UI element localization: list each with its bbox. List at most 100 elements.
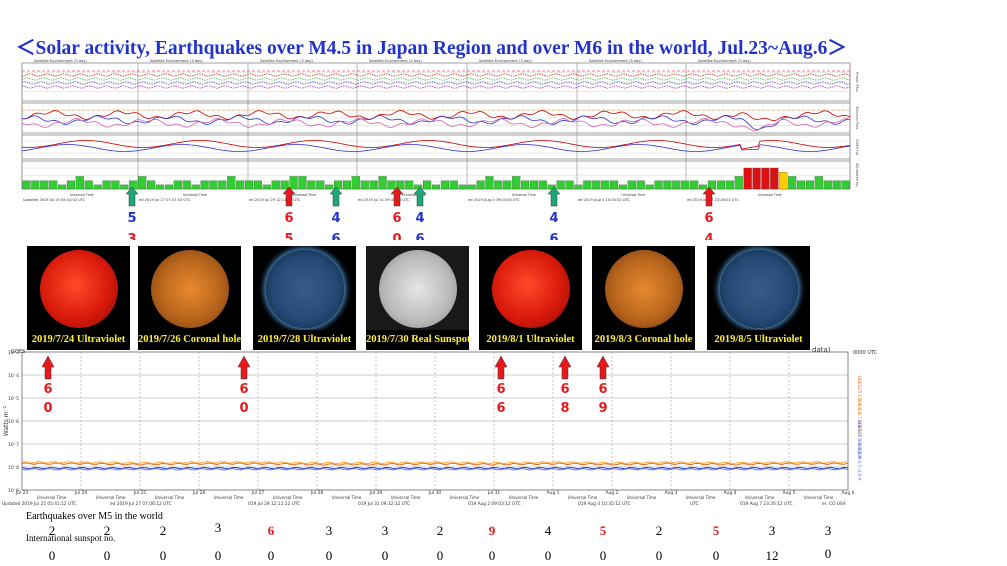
sunspot-count: 0 bbox=[436, 548, 444, 563]
sunspot-count: 12 bbox=[765, 548, 779, 563]
lower-marker-bottom-number: 0 bbox=[239, 401, 248, 416]
xray-series-line bbox=[21, 462, 849, 466]
xray-ytick-label: 10⁻5 bbox=[8, 396, 19, 402]
xray-ytick-label: 10⁻7 bbox=[8, 442, 19, 448]
green-arrow-marker bbox=[329, 186, 343, 207]
kp-bar bbox=[102, 180, 111, 190]
sunspot-count: 0 bbox=[103, 548, 111, 563]
kp-bar bbox=[334, 180, 343, 190]
sun-disk-image bbox=[378, 250, 457, 328]
earthquake-count: 2 bbox=[48, 523, 56, 538]
sun-photo-caption: 2019/8/5 Ultraviolet bbox=[707, 330, 810, 350]
xray-xtick-label: Aug 6 bbox=[841, 490, 854, 496]
kp-bar bbox=[707, 180, 717, 190]
satellite-environment-strip: Proton Flux Electron Flux GOES Hp Estimated… bbox=[21, 59, 859, 240]
red-arrow-marker bbox=[282, 186, 296, 207]
kp-bar bbox=[423, 180, 432, 190]
kp-bar bbox=[796, 180, 806, 190]
kp-bar bbox=[200, 180, 209, 190]
xray-plot-frame bbox=[21, 351, 849, 491]
earthquake-row-label: Earthquakes over M5 in the world bbox=[26, 511, 163, 522]
sunspot-count: 0 bbox=[824, 546, 832, 561]
sunspot-count: 0 bbox=[381, 548, 389, 563]
earthquake-count: 3 bbox=[381, 523, 389, 538]
kp-bar bbox=[209, 180, 218, 190]
xray-xlabel: Universal Time bbox=[37, 495, 67, 500]
kp-bar bbox=[761, 167, 770, 190]
xray-header-text: data) bbox=[812, 346, 831, 354]
sunspot-count: 0 bbox=[488, 548, 496, 563]
sun-photo-caption: 2019/7/24 Ultraviolet bbox=[27, 330, 130, 350]
kp-bar bbox=[814, 176, 823, 190]
xray-footer-text: UTC bbox=[690, 501, 699, 507]
upper-right-label: Electron Flux bbox=[855, 107, 859, 130]
earthquake-count: 9 bbox=[488, 523, 496, 538]
earthquake-count: 3 bbox=[824, 523, 832, 538]
lower-marker-top-number: 6 bbox=[496, 382, 505, 397]
kp-bar bbox=[565, 180, 574, 190]
upper-marker-bottom-number: 4 bbox=[704, 232, 713, 240]
green-arrow-marker bbox=[413, 186, 427, 207]
sun-photo: 2019/7/28 Ultraviolet bbox=[253, 246, 356, 350]
red-arrow-marker bbox=[596, 355, 610, 380]
sunspot-count: 0 bbox=[655, 548, 663, 563]
kp-bar bbox=[805, 180, 815, 190]
kp-bar bbox=[66, 180, 76, 190]
electron-flux-trace bbox=[21, 118, 851, 132]
xray-xtick-label: Jul 27 bbox=[251, 490, 265, 496]
upper-panel-header: Satellite Environment (3 day) bbox=[698, 59, 751, 63]
sun-photo-caption: 2019/8/3 Coronal hole bbox=[592, 330, 695, 350]
xray-xtick-label: Jul 29 bbox=[369, 490, 383, 496]
red-arrow-marker bbox=[41, 355, 55, 380]
xray-series-line bbox=[21, 466, 849, 470]
kp-bar bbox=[22, 180, 31, 190]
earthquake-count: 2 bbox=[103, 523, 111, 538]
sunspot-count: 0 bbox=[544, 548, 552, 563]
upper-footer-text: Updated 2019 Jul 25 05:41:02 UTC bbox=[23, 198, 86, 202]
sun-photo-caption: 2019/7/26 Coronal hole bbox=[138, 330, 241, 350]
red-arrow-marker bbox=[702, 186, 716, 207]
kp-bar bbox=[698, 184, 708, 190]
kp-bar bbox=[734, 176, 743, 190]
kp-bar bbox=[253, 180, 263, 190]
upper-panel-header: Satellite Environment (3 day) bbox=[589, 59, 642, 63]
xray-legend-label: GOES14 0.5–4.0 A bbox=[856, 441, 862, 480]
xray-ytick-label: 10⁻8 bbox=[8, 465, 19, 471]
xray-footer-text: 019 Jul 31 09:32:12 UTC bbox=[358, 501, 410, 507]
xray-xlabel: Universal Time bbox=[509, 495, 539, 500]
xray-footer-text: 019 Jul 29 12:11:12 UTC bbox=[248, 501, 300, 507]
kp-bar bbox=[173, 180, 182, 190]
kp-bar bbox=[351, 176, 360, 190]
upper-footer-text: ed 2019 Jul 27 07:47:03 UTC bbox=[139, 198, 191, 202]
lower-marker-top-number: 6 bbox=[598, 382, 607, 397]
earthquake-count: 2 bbox=[655, 523, 663, 538]
earthquake-count: 5 bbox=[599, 523, 607, 538]
xray-legend-label: GOES15 0.5–4.0 A bbox=[856, 419, 862, 458]
upper-footer-text: ed 2019 Jul 29 12:11:00 UTC bbox=[249, 198, 301, 202]
kp-bar bbox=[360, 180, 369, 190]
xray-xtick-label: Jul 31 bbox=[487, 490, 501, 496]
kp-bar bbox=[378, 176, 387, 190]
upper-right-label: Estimated Kp bbox=[855, 163, 859, 187]
kp-bar bbox=[841, 180, 850, 190]
proton-flux-trace bbox=[21, 85, 851, 89]
xray-xtick-label: Jul 28 bbox=[310, 490, 324, 496]
kp-bar bbox=[111, 180, 120, 190]
sun-disk-image bbox=[719, 250, 798, 328]
kp-bar bbox=[556, 180, 565, 190]
xray-footer-text: ed 2019 Jul 27 07:06:12 UTC bbox=[110, 501, 172, 507]
xray-xlabel: Universal Time bbox=[745, 495, 775, 500]
kp-bar bbox=[476, 180, 485, 190]
kp-bar bbox=[316, 180, 325, 190]
upper-panel-header: Satellite Environment (3 day) bbox=[150, 59, 203, 63]
sun-photo: 2019/8/3 Coronal hole bbox=[592, 246, 695, 350]
kp-bar bbox=[387, 180, 396, 190]
sun-photo-caption: 2019/7/30 Real Sunspot bbox=[366, 330, 469, 350]
upper-marker-top-number: 6 bbox=[392, 211, 401, 226]
kp-bar bbox=[823, 180, 832, 190]
upper-panel-header: Satellite Environment (3 day) bbox=[34, 59, 87, 63]
kp-bar bbox=[129, 180, 138, 190]
upper-marker-bottom-number: 3 bbox=[127, 232, 136, 240]
upper-marker-top-number: 5 bbox=[127, 211, 136, 226]
kp-bar bbox=[280, 180, 289, 190]
